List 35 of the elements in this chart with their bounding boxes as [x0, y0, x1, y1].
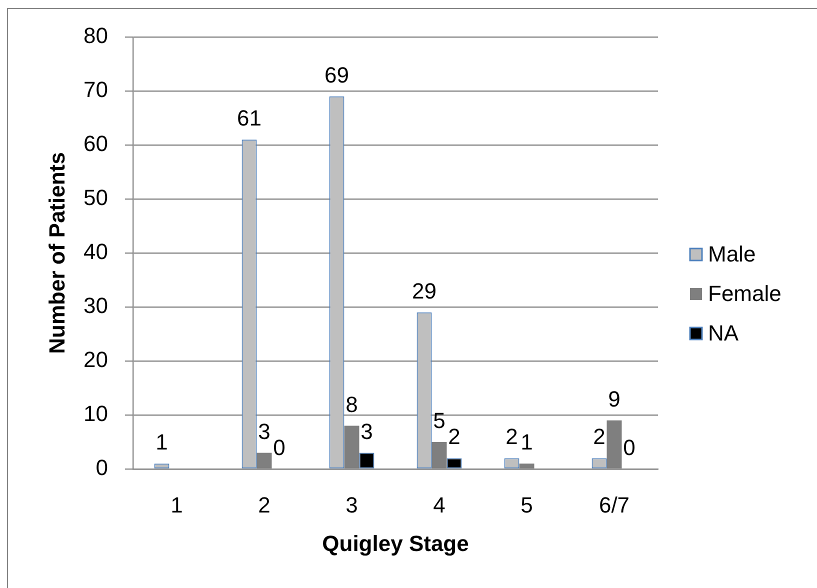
- data-label: 29: [412, 278, 436, 304]
- data-label: 61: [237, 106, 262, 131]
- data-label: 3: [360, 418, 373, 444]
- y-tick-label: 70: [84, 77, 108, 102]
- data-label: 9: [608, 386, 620, 412]
- data-label: 0: [273, 435, 286, 460]
- data-label: 3: [258, 418, 270, 444]
- x-tick-label: 3: [346, 492, 358, 518]
- data-label: 1: [520, 430, 533, 455]
- y-tick-label: 30: [84, 293, 108, 318]
- x-tick-label: 2: [258, 492, 270, 518]
- y-tick-label: 20: [84, 347, 108, 372]
- y-tick-label: 40: [84, 239, 108, 264]
- y-tick-label: 80: [84, 23, 108, 48]
- data-label: 69: [324, 62, 349, 88]
- legend-label: Female: [708, 281, 782, 306]
- y-tick-label: 60: [84, 131, 108, 156]
- data-label: 0: [623, 435, 636, 460]
- x-tick-label: 1: [170, 492, 183, 518]
- y-tick-label: 50: [84, 185, 108, 210]
- x-axis-title: Quigley Stage: [322, 530, 469, 556]
- data-label: 2: [506, 424, 518, 450]
- y-tick-label: 0: [96, 455, 108, 480]
- y-tick-label: 10: [84, 401, 108, 426]
- x-tick-label: 6/7: [598, 492, 630, 518]
- legend-label: Male: [708, 242, 756, 267]
- data-label: 2: [593, 424, 606, 450]
- data-label: 5: [433, 408, 446, 433]
- data-label: 8: [346, 392, 358, 417]
- data-label: 1: [156, 430, 168, 455]
- x-tick-label: 5: [520, 492, 533, 518]
- y-axis-title: Number of Patients: [44, 152, 70, 354]
- x-tick-label: 4: [433, 492, 446, 518]
- legend-label: NA: [708, 320, 739, 346]
- data-label: 2: [448, 424, 460, 450]
